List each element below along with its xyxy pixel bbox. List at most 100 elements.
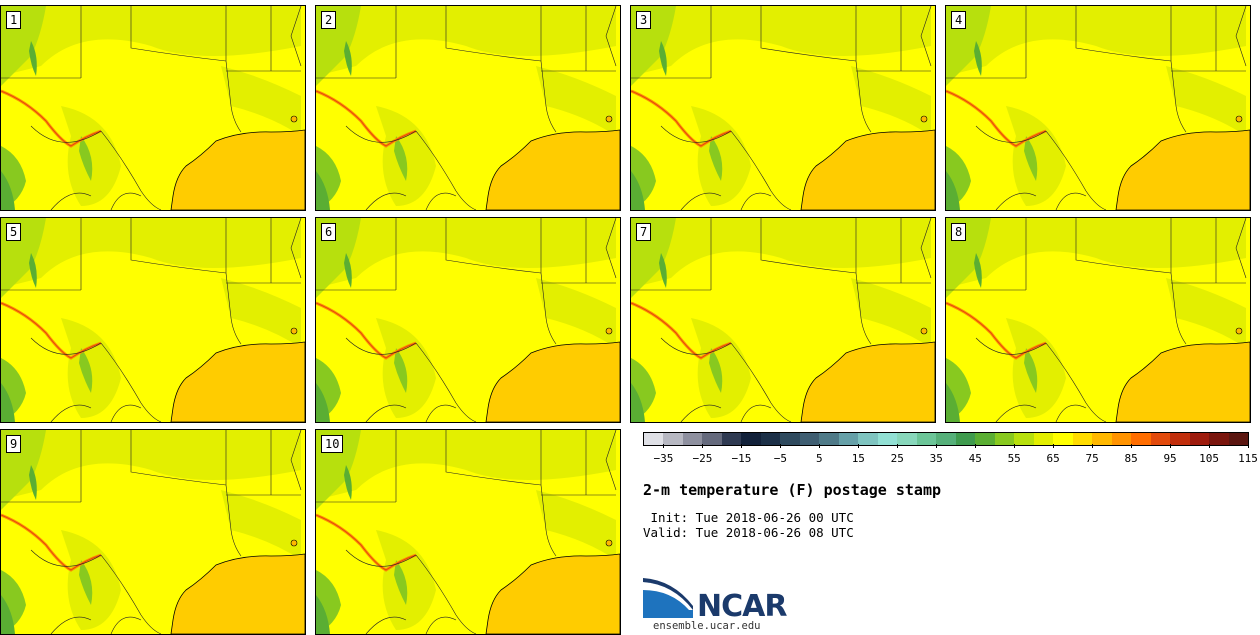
- colorbar-tick-label: −5: [773, 452, 787, 465]
- member-panel-8: 8: [945, 217, 1251, 423]
- colorbar-tick: [702, 444, 704, 448]
- colorbar-swatch: [838, 433, 859, 445]
- colorbar-tick-label: 105: [1199, 452, 1219, 465]
- temperature-map: [316, 6, 620, 210]
- chart-title: 2-m temperature (F) postage stamp: [643, 481, 942, 499]
- member-panel-9: 9: [0, 429, 306, 635]
- colorbar-swatch: [760, 433, 781, 445]
- colorbar-tick-label: 115: [1238, 452, 1258, 465]
- colorbar-tick: [1131, 444, 1133, 448]
- colorbar-swatch: [721, 433, 742, 445]
- member-panel-2: 2: [315, 5, 621, 211]
- member-panel-5: 5: [0, 217, 306, 423]
- colorbar-tick: [975, 444, 977, 448]
- logo-url: ensemble.ucar.edu: [653, 620, 761, 632]
- member-panel-3: 3: [630, 5, 936, 211]
- colorbar-tick: [897, 444, 899, 448]
- logo-wordmark: NCAR: [697, 589, 787, 624]
- colorbar-tick-label: 25: [890, 452, 904, 465]
- member-panel-1: 1: [0, 5, 306, 211]
- colorbar-swatch: [975, 433, 995, 445]
- colorbar-swatch: [819, 433, 839, 445]
- colorbar-swatch: [1228, 433, 1249, 445]
- temperature-map: [631, 218, 935, 422]
- colorbar-swatch: [877, 433, 898, 445]
- colorbar-swatch: [1072, 433, 1093, 445]
- colorbar-tick-label: 5: [816, 452, 823, 465]
- colorbar-ticks: −35 −25 −15 −5 5 15 25 35 45 55 65 75 85 95 105 115: [643, 444, 1258, 468]
- colorbar-tick: [858, 444, 860, 448]
- colorbar-swatch: [1189, 433, 1210, 445]
- member-panel-10: 10: [315, 429, 621, 635]
- colorbar-tick: [1092, 444, 1094, 448]
- colorbar-tick: [1209, 444, 1211, 448]
- member-label: 5: [6, 223, 22, 241]
- temperature-map: [946, 6, 1250, 210]
- colorbar-tick: [1014, 444, 1016, 448]
- member-label: 9: [6, 435, 22, 453]
- colorbar-swatch: [936, 433, 956, 445]
- colorbar-tick-label: 85: [1124, 452, 1138, 465]
- colorbar-tick-label: −35: [653, 452, 674, 465]
- valid-time: Valid: Tue 2018-06-26 08 UTC: [643, 525, 854, 540]
- colorbar-tick-label: 55: [1007, 452, 1021, 465]
- temperature-map: [316, 218, 620, 422]
- colorbar-swatch: [644, 433, 664, 445]
- colorbar-tick-label: 15: [851, 452, 865, 465]
- colorbar-swatch: [702, 433, 722, 445]
- colorbar-tick-label: −25: [692, 452, 713, 465]
- colorbar-tick: [741, 444, 743, 448]
- colorbar-swatch: [1111, 433, 1132, 445]
- member-label: 2: [321, 11, 337, 29]
- colorbar-swatch: [1053, 433, 1073, 445]
- colorbar-swatch: [994, 433, 1015, 445]
- colorbar-swatch: [663, 433, 683, 445]
- colorbar-swatch: [1150, 433, 1171, 445]
- colorbar-tick-label: 35: [929, 452, 943, 465]
- colorbar-tick: [1053, 444, 1055, 448]
- colorbar-tick-label: 75: [1085, 452, 1099, 465]
- member-panel-7: 7: [630, 217, 936, 423]
- colorbar-tick-label: 95: [1163, 452, 1177, 465]
- temperature-map: [1, 6, 305, 210]
- colorbar-tick: [780, 444, 782, 448]
- colorbar-swatch: [682, 433, 703, 445]
- colorbar-tick-label: 65: [1046, 452, 1060, 465]
- temperature-map: [316, 430, 620, 634]
- colorbar-swatch: [780, 433, 800, 445]
- colorbar-swatch: [1131, 433, 1151, 445]
- colorbar-swatch: [741, 433, 761, 445]
- colorbar-tick-label: 45: [968, 452, 982, 465]
- colorbar-swatch: [1014, 433, 1034, 445]
- member-label: 8: [951, 223, 967, 241]
- colorbar-swatch: [1033, 433, 1054, 445]
- temperature-map: [1, 430, 305, 634]
- member-label: 7: [636, 223, 652, 241]
- colorbar-swatch: [897, 433, 917, 445]
- colorbar-swatch: [799, 433, 820, 445]
- colorbar-swatch: [858, 433, 878, 445]
- colorbar-tick: [663, 444, 665, 448]
- temperature-map: [946, 218, 1250, 422]
- member-label: 4: [951, 11, 967, 29]
- temperature-map: [631, 6, 935, 210]
- colorbar-swatch: [1092, 433, 1112, 445]
- init-time: Init: Tue 2018-06-26 00 UTC: [643, 510, 854, 525]
- member-panel-6: 6: [315, 217, 621, 423]
- ncar-logo-icon: [643, 578, 693, 618]
- member-panel-4: 4: [945, 5, 1251, 211]
- colorbar-tick: [936, 444, 938, 448]
- colorbar-tick-label: −15: [731, 452, 752, 465]
- member-label: 10: [321, 435, 344, 453]
- member-label: 3: [636, 11, 652, 29]
- colorbar-swatch: [1209, 433, 1229, 445]
- colorbar-swatch: [955, 433, 976, 445]
- colorbar-swatch: [1170, 433, 1190, 445]
- colorbar-tick: [1248, 444, 1249, 448]
- temperature-map: [1, 218, 305, 422]
- colorbar-tick: [819, 444, 821, 448]
- colorbar-tick: [1170, 444, 1172, 448]
- member-label: 6: [321, 223, 337, 241]
- colorbar-swatch: [916, 433, 937, 445]
- member-label: 1: [6, 11, 22, 29]
